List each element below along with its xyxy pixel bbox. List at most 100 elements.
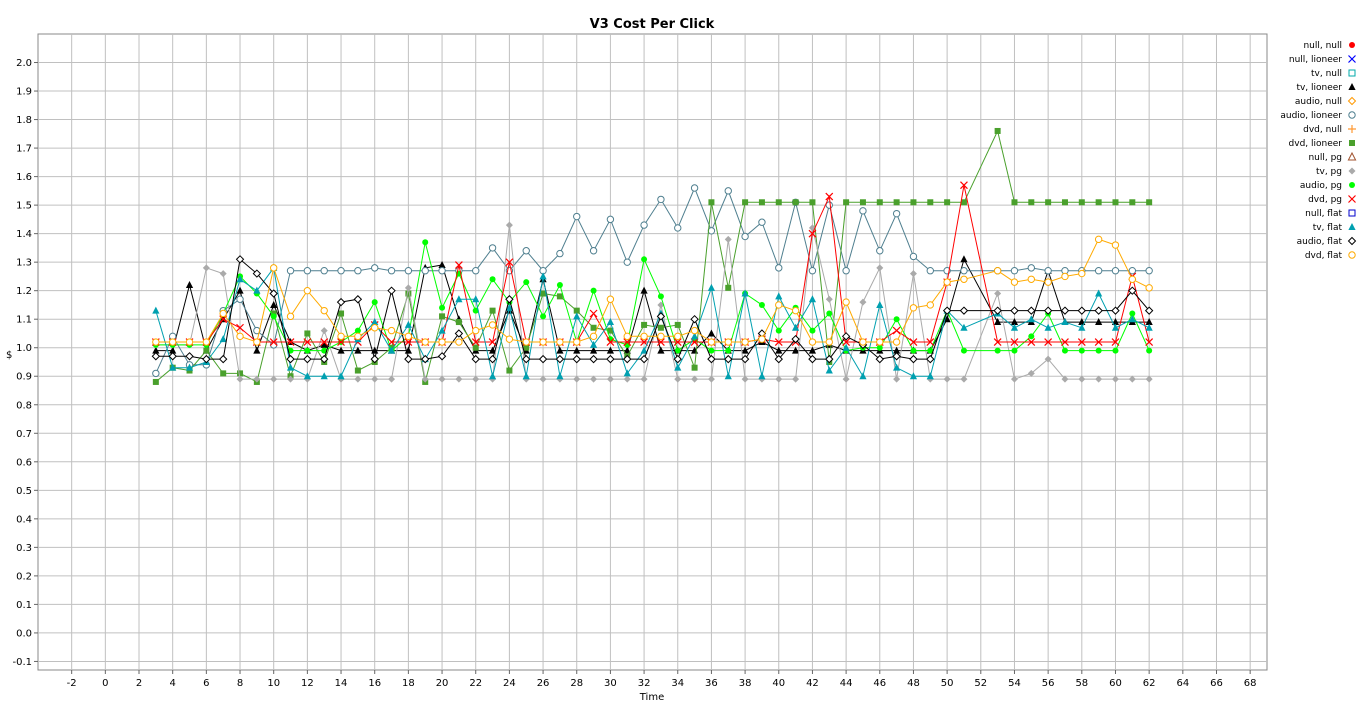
- x-tick-label: 50: [941, 678, 954, 689]
- data-point: [168, 338, 177, 346]
- data-point: [438, 375, 446, 383]
- y-tick-label: 1.7: [16, 144, 32, 155]
- data-point: [1111, 323, 1120, 331]
- data-point: [455, 375, 463, 383]
- y-tick-label: 1.0: [16, 343, 32, 354]
- data-point: [1095, 289, 1103, 297]
- data-point: [690, 332, 699, 340]
- data-point: [489, 276, 496, 283]
- data-point: [1094, 267, 1103, 275]
- x-tick-label: 42: [806, 678, 819, 689]
- data-point: [488, 372, 497, 380]
- y-tick-label: 0.1: [16, 600, 32, 611]
- x-tick-label: 28: [570, 678, 583, 689]
- data-point: [774, 338, 783, 346]
- y-tick-label: 1.6: [16, 172, 32, 183]
- data-point: [421, 375, 429, 383]
- x-tick-label: 68: [1244, 678, 1257, 689]
- data-point: [590, 324, 597, 331]
- data-point: [1027, 306, 1036, 315]
- data-point: [1061, 347, 1068, 354]
- data-point: [758, 335, 766, 343]
- data-point: [606, 375, 614, 383]
- y-tick-label: 0.5: [16, 486, 32, 497]
- data-point: [1128, 275, 1137, 283]
- data-point: [842, 375, 850, 383]
- data-point: [640, 346, 648, 354]
- data-point: [640, 221, 648, 229]
- data-point: [775, 199, 782, 206]
- data-point: [909, 270, 917, 278]
- data-point: [387, 326, 396, 335]
- legend-label: null, null: [1303, 41, 1342, 51]
- data-point: [1128, 375, 1136, 383]
- data-point: [674, 375, 682, 383]
- legend-marker: [1348, 55, 1356, 63]
- data-point: [303, 267, 312, 275]
- data-point: [606, 318, 615, 326]
- x-tick-label: 38: [739, 678, 752, 689]
- y-axis-label: $: [6, 350, 12, 361]
- y-tick-label: -0.1: [12, 657, 32, 668]
- data-point: [623, 338, 632, 346]
- data-point: [589, 309, 598, 318]
- data-point: [303, 372, 311, 380]
- data-point: [320, 306, 328, 315]
- data-point: [876, 264, 884, 272]
- data-point: [236, 286, 244, 294]
- data-point: [538, 354, 548, 364]
- data-point: [556, 249, 564, 258]
- data-point: [859, 199, 866, 206]
- data-point: [960, 181, 968, 190]
- data-point: [354, 375, 362, 383]
- data-point: [253, 326, 261, 335]
- data-point: [303, 286, 312, 295]
- data-point: [775, 264, 783, 272]
- data-point: [404, 267, 413, 275]
- data-point: [1112, 347, 1119, 354]
- data-point: [589, 332, 598, 341]
- legend-label: null, flat: [1305, 209, 1342, 219]
- data-point: [1078, 375, 1086, 383]
- data-point: [742, 199, 749, 206]
- data-point: [421, 354, 430, 364]
- data-point: [269, 289, 278, 298]
- data-point: [236, 275, 244, 283]
- data-point: [1027, 264, 1036, 272]
- data-point: [253, 338, 261, 346]
- x-tick-label: 62: [1143, 678, 1156, 689]
- data-point: [826, 310, 833, 317]
- data-point: [539, 375, 547, 383]
- x-tick-label: 4: [169, 678, 175, 689]
- data-point: [859, 298, 867, 306]
- data-point: [1094, 235, 1103, 244]
- data-point: [775, 292, 783, 300]
- data-point: [623, 375, 631, 383]
- data-point: [960, 375, 968, 383]
- series-15: [152, 235, 1153, 346]
- data-point: [1028, 333, 1035, 340]
- x-tick-label: 16: [368, 678, 381, 689]
- legend-marker: [1348, 223, 1356, 230]
- data-point: [859, 338, 867, 346]
- data-point: [893, 199, 900, 206]
- x-tick-label: 6: [203, 678, 209, 689]
- data-point: [825, 295, 833, 303]
- data-point: [472, 326, 480, 335]
- data-point: [522, 247, 530, 255]
- data-point: [253, 346, 261, 354]
- data-point: [673, 354, 682, 364]
- data-point: [202, 354, 211, 364]
- data-point: [185, 363, 194, 371]
- data-point: [220, 370, 227, 377]
- data-point: [993, 338, 1002, 346]
- x-tick-label: 48: [907, 678, 920, 689]
- data-point: [926, 372, 934, 380]
- data-point: [656, 338, 665, 346]
- data-point: [606, 338, 615, 346]
- data-point: [219, 335, 227, 343]
- data-point: [1044, 278, 1052, 286]
- data-point: [556, 346, 564, 354]
- legend-label: tv, null: [1311, 69, 1342, 79]
- data-point: [1044, 323, 1052, 331]
